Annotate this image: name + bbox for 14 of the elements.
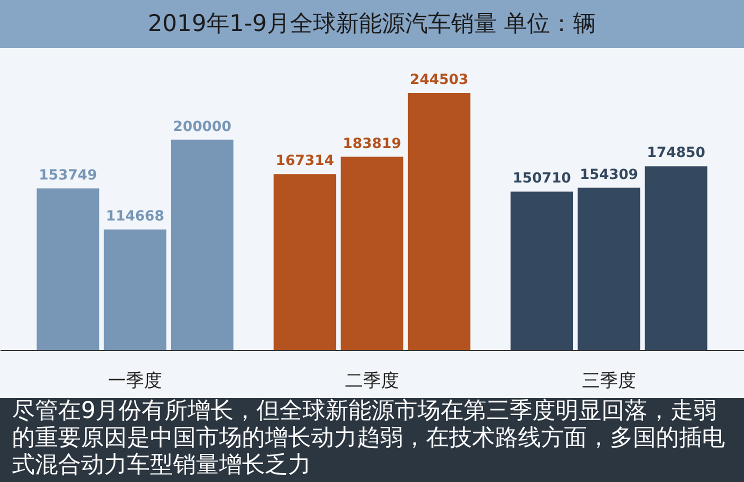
x-tick-label: 三季度 bbox=[582, 370, 636, 392]
data-label: 114668 bbox=[106, 208, 164, 224]
data-label: 174850 bbox=[646, 145, 706, 162]
data-label: 167314 bbox=[276, 153, 334, 170]
data-label: 244503 bbox=[410, 72, 468, 88]
text: 尽管在9月份有所增长，但全球新能源市场在第三季度明显回落，走弱的重要原因是中国市场的增长动力趋弱，在技术路线方面，多国的插电式混合动力车型销量增长乏力 bbox=[12, 398, 725, 478]
chart-title: 2019年1-9月全球新能源汽车销量 单位：辆 bbox=[148, 11, 596, 37]
data-label: 153749 bbox=[38, 167, 98, 184]
data-label: 150710 bbox=[512, 170, 572, 187]
x-tick-label: 一季度 bbox=[108, 370, 162, 392]
x-tick-label: 二季度 bbox=[345, 370, 399, 392]
data-label: 183819 bbox=[342, 136, 402, 152]
data-label: 200000 bbox=[172, 118, 232, 135]
data-label: 154309 bbox=[580, 166, 638, 183]
